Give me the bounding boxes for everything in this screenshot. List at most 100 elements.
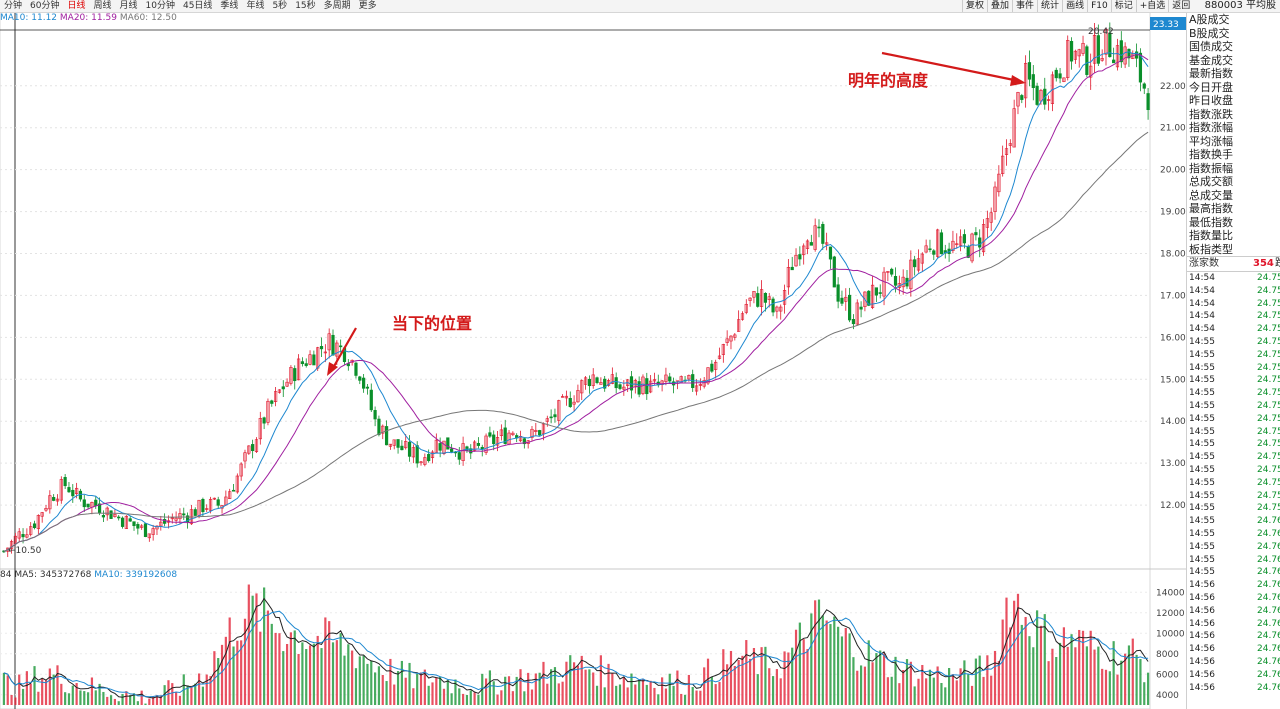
period-tab[interactable]: 多周期 xyxy=(323,1,351,11)
tick-row: 14:55 24.76 xyxy=(1187,566,1280,579)
candle-body xyxy=(993,186,997,212)
ma10-line xyxy=(3,51,1149,552)
period-tab[interactable]: 15秒 xyxy=(295,1,316,11)
tool-button[interactable]: 画线 xyxy=(1062,0,1087,12)
volume-bar xyxy=(917,678,920,705)
candle-body xyxy=(553,414,557,418)
tool-button[interactable]: +自选 xyxy=(1135,0,1169,12)
candle-body xyxy=(955,243,959,246)
tick-price: 24.75 xyxy=(1257,285,1280,296)
candle-body xyxy=(775,306,779,312)
tool-button[interactable]: 叠加 xyxy=(987,0,1012,12)
period-tab[interactable]: 年线 xyxy=(246,1,265,11)
tick-price: 24.76 xyxy=(1257,580,1280,591)
candle-body xyxy=(1108,32,1112,58)
candle-body xyxy=(870,284,875,308)
volume-bar xyxy=(308,645,312,705)
volume-bar xyxy=(1112,641,1115,705)
volume-bar xyxy=(1078,629,1081,705)
volume-tick-label: 4000 xyxy=(1156,691,1179,701)
volume-bar xyxy=(1009,627,1012,705)
tick-price: 24.76 xyxy=(1257,567,1280,578)
volume-bar xyxy=(867,640,870,705)
candle-body xyxy=(75,487,79,494)
candle-body xyxy=(580,380,584,394)
volume-bar xyxy=(783,651,786,705)
volume-bar xyxy=(1108,671,1111,705)
volume-bar xyxy=(963,660,966,705)
volume-tick-label: 10000 xyxy=(1156,629,1185,639)
candle-body xyxy=(603,378,607,389)
volume-bar xyxy=(442,688,446,705)
candle-body xyxy=(985,218,989,228)
candle-body xyxy=(568,398,572,408)
volume-bar xyxy=(465,694,469,705)
candle-body xyxy=(924,245,928,253)
volume-bar xyxy=(856,670,859,705)
tick-row: 14:56 24.76 xyxy=(1187,656,1280,669)
period-tab[interactable]: 月线 xyxy=(119,1,138,11)
period-tab[interactable]: 季线 xyxy=(220,1,239,11)
price-tick-label: 16.00 xyxy=(1160,333,1186,343)
price-tick-label: 20.00 xyxy=(1160,166,1186,176)
volume-bar xyxy=(1143,682,1146,705)
tool-button[interactable]: 标记 xyxy=(1110,0,1136,12)
volume-bar xyxy=(29,683,32,705)
volume-bar xyxy=(335,640,338,705)
volume-bar xyxy=(178,695,182,705)
tick-price: 24.75 xyxy=(1257,336,1280,347)
tool-button[interactable]: 事件 xyxy=(1012,0,1037,12)
candle-body xyxy=(958,236,963,246)
volume-legend-item: 84 xyxy=(0,570,15,580)
volume-bar xyxy=(113,698,116,705)
candle-body xyxy=(618,384,622,389)
period-tab[interactable]: 更多 xyxy=(358,1,377,11)
candle-body xyxy=(140,525,144,528)
period-tab[interactable]: 分钟 xyxy=(4,1,23,11)
period-tab[interactable]: 60分钟 xyxy=(30,1,60,11)
volume-bar xyxy=(435,677,438,705)
period-tab[interactable]: 日线 xyxy=(67,1,86,11)
volume-bar xyxy=(775,669,778,705)
candle-body xyxy=(840,297,844,304)
period-tab[interactable]: 周线 xyxy=(93,1,112,11)
tool-button[interactable]: 返回 xyxy=(1168,0,1193,12)
volume-bar xyxy=(886,677,889,705)
volume-bar xyxy=(347,644,350,705)
tool-button[interactable]: F10 xyxy=(1087,0,1111,12)
candle-body xyxy=(354,362,358,376)
tool-button[interactable]: 复权 xyxy=(962,0,987,12)
ma20-line xyxy=(3,54,1149,552)
volume-bar xyxy=(1146,672,1150,705)
candle-body xyxy=(825,242,829,245)
tick-row: 14:55 24.75 xyxy=(1187,413,1280,426)
candle-body xyxy=(1085,46,1089,75)
candle-body xyxy=(1089,65,1093,78)
volume-bar xyxy=(902,670,905,705)
period-tab[interactable]: 10分钟 xyxy=(145,1,175,11)
tick-time: 14:54 xyxy=(1189,285,1215,296)
volume-bar xyxy=(1047,661,1050,705)
candle-body xyxy=(1016,92,1020,107)
index-field-label: 最高指数 xyxy=(1189,202,1233,215)
candle-body xyxy=(649,380,653,393)
candle-body xyxy=(151,528,155,535)
period-tab[interactable]: 5秒 xyxy=(272,1,288,11)
tick-price: 24.76 xyxy=(1257,541,1280,552)
tick-price: 24.76 xyxy=(1257,528,1280,539)
period-tab[interactable]: 45日线 xyxy=(182,1,213,11)
volume-bar xyxy=(285,643,289,705)
volume-bar xyxy=(159,695,162,705)
tick-price: 24.75 xyxy=(1257,324,1280,335)
candle-body xyxy=(522,438,526,445)
candle-body xyxy=(687,375,691,380)
volume-bar xyxy=(1062,627,1065,705)
tool-button[interactable]: 统计 xyxy=(1037,0,1062,12)
kline-chart[interactable]: 23.33 12.00 13.00 14.00 15.00 16.00 17.00 18.00… xyxy=(0,0,1186,709)
candle-body xyxy=(113,514,117,517)
volume-bar xyxy=(324,617,327,705)
tick-list[interactable]: 14:54 24.75 14:54 24.75 14:54 24.75 14:54 24.75… xyxy=(1187,272,1280,694)
high-price-label: 23.33 xyxy=(1153,20,1179,30)
candle-body xyxy=(863,291,867,307)
volume-bar xyxy=(703,667,706,705)
